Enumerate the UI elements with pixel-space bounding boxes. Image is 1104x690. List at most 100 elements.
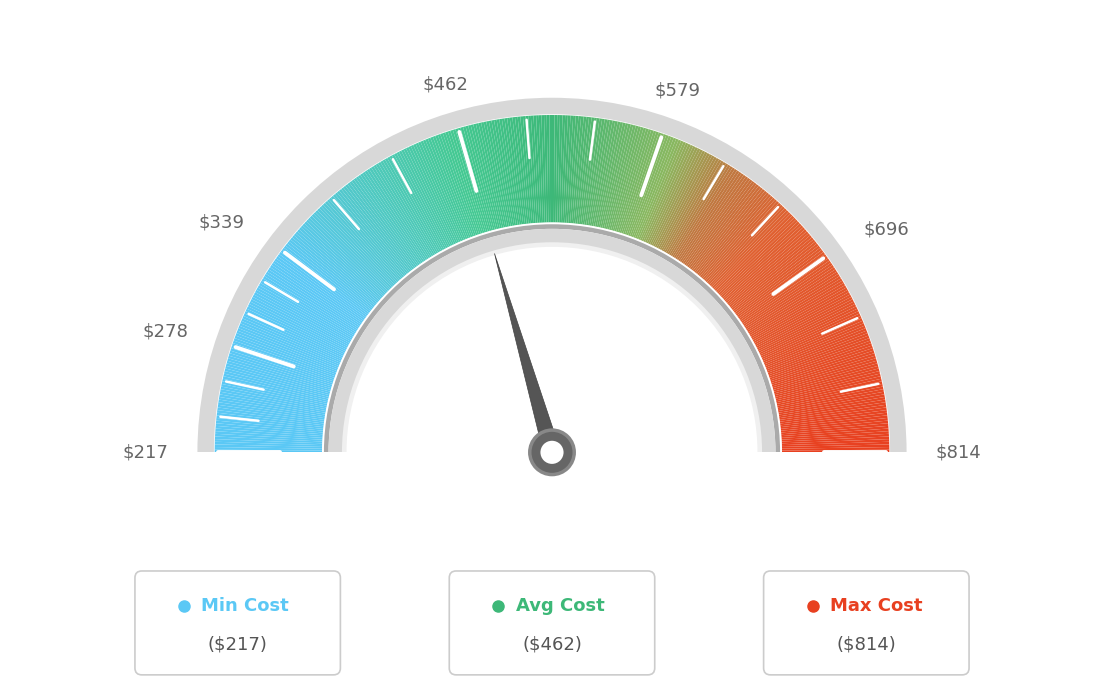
Wedge shape — [782, 444, 890, 448]
Wedge shape — [319, 206, 394, 286]
Wedge shape — [707, 203, 781, 284]
Wedge shape — [537, 115, 543, 223]
Wedge shape — [232, 343, 335, 380]
Wedge shape — [611, 126, 641, 230]
Wedge shape — [763, 316, 861, 361]
Wedge shape — [544, 115, 549, 222]
Wedge shape — [244, 313, 342, 359]
Wedge shape — [731, 239, 815, 308]
Wedge shape — [711, 208, 787, 287]
Wedge shape — [220, 392, 326, 413]
Wedge shape — [774, 361, 878, 392]
Wedge shape — [720, 221, 799, 296]
Wedge shape — [777, 382, 882, 406]
Wedge shape — [564, 115, 573, 223]
Wedge shape — [450, 130, 485, 233]
Wedge shape — [698, 190, 767, 275]
Wedge shape — [266, 272, 358, 331]
Wedge shape — [299, 227, 381, 300]
Wedge shape — [689, 181, 754, 268]
Wedge shape — [448, 130, 482, 234]
Wedge shape — [367, 169, 427, 260]
Wedge shape — [740, 258, 829, 322]
Wedge shape — [777, 384, 883, 408]
Wedge shape — [533, 115, 541, 223]
Wedge shape — [335, 193, 405, 276]
Wedge shape — [392, 154, 445, 250]
Wedge shape — [726, 233, 810, 304]
Wedge shape — [764, 321, 863, 364]
Wedge shape — [263, 276, 355, 334]
Wedge shape — [268, 267, 360, 328]
Wedge shape — [390, 155, 443, 250]
Wedge shape — [520, 116, 532, 224]
Wedge shape — [460, 127, 491, 231]
Wedge shape — [781, 418, 888, 431]
Wedge shape — [782, 450, 890, 453]
Wedge shape — [215, 431, 322, 440]
Wedge shape — [737, 252, 825, 317]
Wedge shape — [607, 125, 636, 230]
Wedge shape — [413, 144, 459, 243]
Wedge shape — [541, 115, 546, 222]
Wedge shape — [708, 205, 783, 285]
Wedge shape — [686, 178, 751, 266]
Wedge shape — [773, 355, 875, 388]
Wedge shape — [604, 124, 630, 228]
Wedge shape — [217, 405, 325, 422]
Wedge shape — [283, 248, 369, 314]
Wedge shape — [575, 117, 590, 224]
Wedge shape — [221, 384, 327, 408]
Wedge shape — [718, 217, 796, 293]
Wedge shape — [715, 216, 794, 293]
Wedge shape — [570, 116, 581, 223]
Wedge shape — [634, 137, 673, 238]
Wedge shape — [294, 233, 378, 304]
Wedge shape — [606, 124, 634, 229]
Wedge shape — [388, 157, 442, 252]
Wedge shape — [453, 129, 486, 233]
Wedge shape — [684, 177, 749, 265]
Wedge shape — [502, 119, 520, 225]
Wedge shape — [415, 143, 460, 242]
Wedge shape — [757, 302, 854, 351]
Wedge shape — [654, 150, 703, 246]
Wedge shape — [463, 126, 493, 230]
Wedge shape — [505, 118, 521, 225]
Wedge shape — [408, 146, 456, 244]
Wedge shape — [745, 269, 837, 329]
Wedge shape — [242, 318, 341, 363]
Wedge shape — [227, 358, 331, 390]
Wedge shape — [404, 148, 453, 246]
Circle shape — [541, 441, 563, 464]
Wedge shape — [493, 119, 514, 226]
Wedge shape — [355, 177, 420, 265]
Wedge shape — [670, 164, 729, 256]
Wedge shape — [300, 226, 382, 299]
Wedge shape — [470, 124, 498, 229]
Wedge shape — [781, 413, 888, 427]
Wedge shape — [342, 242, 762, 453]
Wedge shape — [234, 338, 336, 376]
Wedge shape — [771, 346, 873, 382]
Wedge shape — [378, 162, 435, 255]
Wedge shape — [262, 278, 355, 335]
Wedge shape — [778, 389, 884, 411]
Wedge shape — [351, 179, 417, 267]
Wedge shape — [215, 428, 322, 438]
Wedge shape — [696, 189, 765, 274]
Wedge shape — [694, 188, 763, 273]
Wedge shape — [518, 117, 530, 224]
Wedge shape — [615, 128, 646, 231]
Wedge shape — [725, 231, 808, 303]
Wedge shape — [289, 239, 373, 308]
Wedge shape — [259, 283, 353, 338]
Wedge shape — [772, 353, 875, 386]
Wedge shape — [655, 150, 705, 248]
Wedge shape — [666, 159, 721, 253]
Wedge shape — [618, 129, 651, 233]
Wedge shape — [261, 281, 354, 337]
Wedge shape — [560, 115, 565, 222]
Wedge shape — [226, 361, 330, 392]
Wedge shape — [364, 170, 426, 261]
